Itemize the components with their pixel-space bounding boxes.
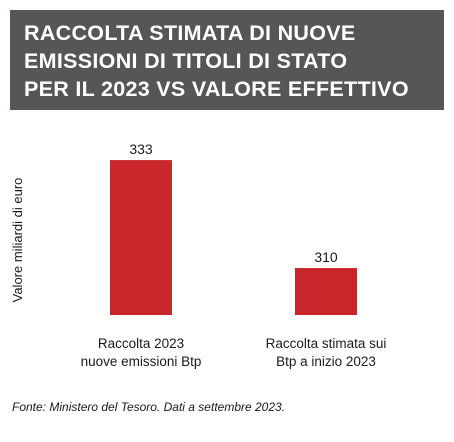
chart-title-line-1: RACCOLTA STIMATA DI NUOVE	[24, 21, 356, 45]
category-label-1-line-2: nuove emissioni Btp	[81, 354, 202, 369]
chart-title-line-3: PER IL 2023 VS VALORE EFFETTIVO	[24, 77, 409, 101]
plot-area: 333 Raccolta 2023 nuove emissioni Btp 310 Ra…	[10, 141, 386, 369]
y-axis-label: Valore miliardi di euro	[10, 178, 25, 303]
source-footnote: Fonte: Ministero del Tesoro. Dati a sett…	[12, 400, 286, 414]
bar-1	[110, 160, 172, 315]
category-label-2-line-2: Btp a inizio 2023	[276, 354, 376, 369]
data-label-1: 333	[129, 141, 153, 157]
category-label-1-line-1: Raccolta 2023	[98, 336, 184, 351]
category-label-2-line-1: Raccolta stimata sui	[266, 336, 387, 351]
data-label-2: 310	[314, 249, 338, 265]
chart-title-line-2: EMISSIONI DI TITOLI DI STATO	[24, 49, 348, 73]
bar-2	[295, 268, 357, 315]
title-banner: RACCOLTA STIMATA DI NUOVE EMISSIONI DI T…	[10, 10, 444, 110]
